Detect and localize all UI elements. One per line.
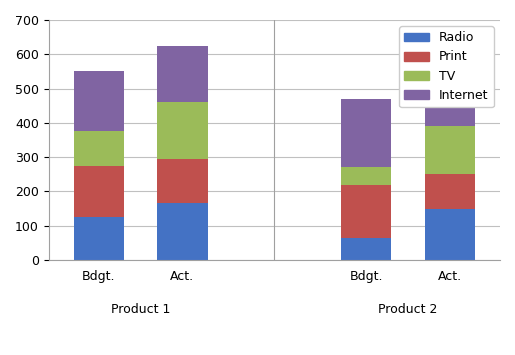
Bar (74, 71, 124, 131)
Bar (74, 166, 124, 217)
Bar (425, 174, 475, 209)
Legend: Radio, Print, TV, Internet: Radio, Print, TV, Internet (399, 26, 494, 107)
Bar (158, 203, 208, 260)
Bar (341, 238, 391, 260)
Bar (341, 185, 391, 238)
Bar (341, 99, 391, 168)
Bar (74, 131, 124, 166)
Bar (158, 159, 208, 203)
Bar (341, 168, 391, 185)
Bar (158, 102, 208, 159)
Bar (158, 46, 208, 102)
Bar (425, 209, 475, 260)
Bar (425, 126, 475, 174)
Bar (425, 73, 475, 126)
Text: Product 2: Product 2 (379, 303, 438, 316)
Text: Product 1: Product 1 (111, 303, 170, 316)
Bar (74, 217, 124, 260)
